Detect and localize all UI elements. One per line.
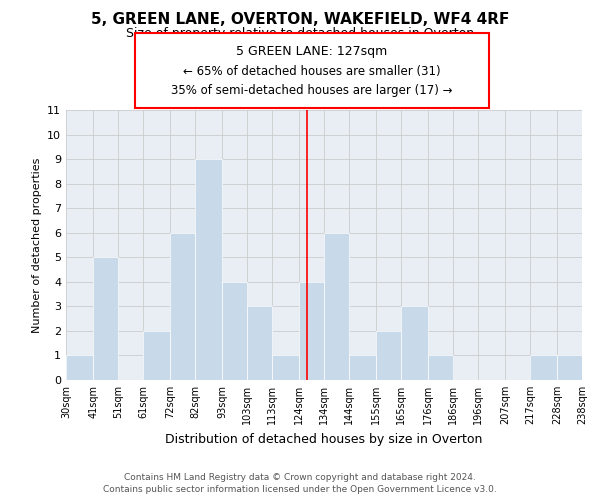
- Bar: [222, 282, 247, 380]
- Bar: [401, 306, 428, 380]
- Bar: [272, 356, 299, 380]
- X-axis label: Distribution of detached houses by size in Overton: Distribution of detached houses by size …: [166, 432, 482, 446]
- Text: Size of property relative to detached houses in Overton: Size of property relative to detached ho…: [126, 28, 474, 40]
- Bar: [66, 356, 93, 380]
- Text: 5 GREEN LANE: 127sqm: 5 GREEN LANE: 127sqm: [236, 44, 388, 58]
- Bar: [170, 232, 195, 380]
- Bar: [143, 331, 170, 380]
- Text: 5, GREEN LANE, OVERTON, WAKEFIELD, WF4 4RF: 5, GREEN LANE, OVERTON, WAKEFIELD, WF4 4…: [91, 12, 509, 28]
- Text: Contains public sector information licensed under the Open Government Licence v3: Contains public sector information licen…: [103, 486, 497, 494]
- Bar: [428, 356, 453, 380]
- Bar: [530, 356, 557, 380]
- Text: ← 65% of detached houses are smaller (31): ← 65% of detached houses are smaller (31…: [183, 65, 441, 78]
- Bar: [324, 232, 349, 380]
- Text: Contains HM Land Registry data © Crown copyright and database right 2024.: Contains HM Land Registry data © Crown c…: [124, 473, 476, 482]
- Y-axis label: Number of detached properties: Number of detached properties: [32, 158, 41, 332]
- Bar: [376, 331, 401, 380]
- Bar: [93, 258, 118, 380]
- Bar: [247, 306, 272, 380]
- Bar: [299, 282, 324, 380]
- Text: 35% of semi-detached houses are larger (17) →: 35% of semi-detached houses are larger (…: [171, 84, 453, 98]
- Bar: [557, 356, 582, 380]
- Bar: [195, 159, 222, 380]
- Bar: [349, 356, 376, 380]
